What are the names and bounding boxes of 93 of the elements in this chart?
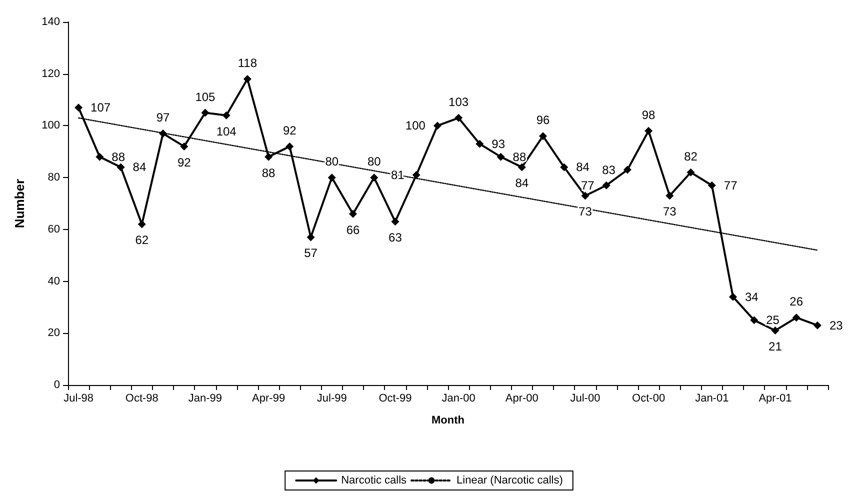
point [328, 174, 336, 182]
point [476, 140, 484, 148]
data-label: 34 [745, 290, 759, 304]
point [116, 163, 125, 172]
point [729, 292, 737, 301]
point [518, 163, 526, 172]
x-tick-label: Jan-99 [188, 392, 222, 404]
legend-label: Linear (Narcotic calls) [456, 474, 563, 486]
point [539, 132, 547, 140]
data-label: 84 [576, 160, 590, 174]
x-tick-label: Apr-00 [505, 392, 538, 404]
x-tick-label: Apr-01 [758, 392, 792, 404]
data-label: 97 [156, 110, 170, 124]
point [686, 168, 695, 176]
y-tick-label: 20 [48, 327, 60, 340]
point [433, 122, 442, 130]
data-label: 77 [724, 178, 738, 192]
point [708, 181, 716, 190]
point [454, 114, 463, 122]
data-label: 21 [768, 340, 782, 354]
point [201, 108, 210, 117]
y-tick-label: 80 [48, 172, 60, 184]
data-label: 118 [238, 56, 258, 70]
data-label: 25 [766, 313, 780, 328]
point [412, 170, 420, 179]
y-tick-label: 120 [42, 68, 60, 80]
x-tick-label: Jan-00 [442, 392, 476, 404]
data-label: 98 [642, 108, 656, 122]
point [74, 104, 83, 112]
point [264, 152, 273, 161]
data-label: 104 [216, 124, 237, 138]
data-label: 88 [262, 166, 276, 180]
x-tick-label: Jul-00 [570, 392, 600, 404]
y-axis-title: Number [12, 178, 27, 228]
x-tick-label: Jul-98 [64, 392, 94, 404]
y-tick-label: 100 [42, 120, 60, 132]
data-label: 88 [112, 150, 126, 164]
point [813, 321, 822, 330]
point [644, 126, 653, 135]
data-label: 23 [829, 318, 844, 332]
x-tick-label: Oct-98 [125, 392, 158, 404]
point [560, 163, 568, 172]
data-label: 26 [790, 294, 804, 309]
point [222, 111, 230, 120]
point [180, 142, 188, 150]
point [306, 233, 315, 242]
x-tick-label: Jan-01 [695, 392, 729, 404]
point [792, 314, 800, 322]
x-tick-label: Oct-00 [632, 392, 666, 404]
data-label: 83 [602, 162, 616, 177]
x-tick-label: Oct-99 [378, 392, 412, 404]
y-tick-label: 140 [42, 16, 60, 28]
point [243, 75, 252, 84]
point [96, 152, 104, 161]
data-label: 105 [195, 90, 216, 104]
data-label: 100 [405, 118, 426, 133]
data-label: 80 [367, 154, 382, 169]
point [159, 129, 167, 138]
data-label: 88 [512, 150, 526, 164]
y-tick-label: 40 [48, 275, 60, 288]
data-label: 82 [684, 149, 698, 164]
point [138, 220, 146, 228]
point [581, 192, 590, 200]
point [623, 166, 632, 174]
data-label: 96 [536, 113, 550, 128]
point [602, 181, 610, 190]
data-label: 92 [177, 155, 192, 170]
data-label: 92 [282, 123, 297, 138]
x-tick-label: Jul-99 [316, 392, 347, 404]
point [496, 152, 505, 161]
legend-label: Narcotic calls [341, 474, 408, 486]
data-label: 103 [448, 94, 469, 109]
point [771, 326, 780, 335]
point [666, 192, 674, 200]
y-tick-label: 0 [54, 379, 60, 391]
point [286, 142, 294, 150]
x-axis-title: Month [432, 414, 465, 426]
point [391, 218, 400, 226]
point [349, 210, 357, 218]
x-tick-label: Apr-99 [252, 392, 286, 404]
data-label: 73 [662, 204, 677, 219]
data-label: 57 [304, 246, 318, 260]
data-label: 107 [90, 100, 111, 115]
data-label: 66 [346, 222, 360, 237]
data-label: 62 [135, 233, 149, 248]
y-tick-label: 60 [48, 223, 60, 236]
data-label: 93 [492, 136, 506, 151]
point [370, 174, 378, 182]
data-label: 84 [132, 160, 146, 174]
point [750, 316, 758, 324]
data-label: 63 [388, 230, 402, 245]
data-label: 77 [580, 178, 595, 192]
data-label: 84 [515, 176, 529, 190]
